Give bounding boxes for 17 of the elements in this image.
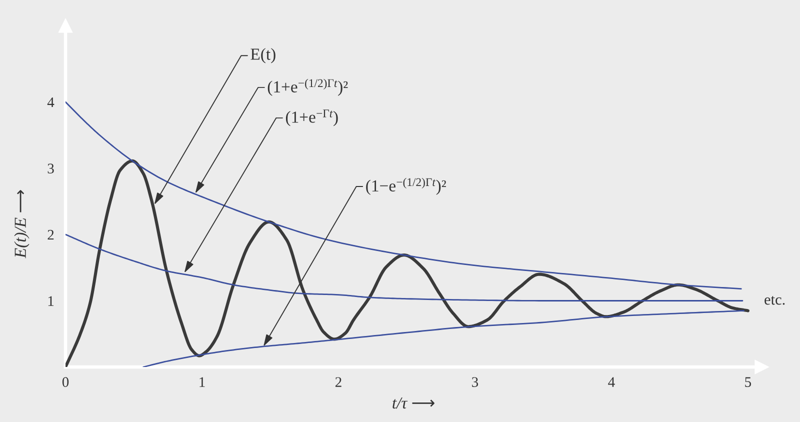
x-tick-label: 1	[200, 377, 205, 387]
x-tick-label: 0	[62, 377, 69, 387]
x-tick-label: 2	[335, 377, 342, 387]
y-tick-label: 2	[48, 230, 54, 240]
y-tick-label: 3	[48, 164, 54, 174]
text: etc.	[764, 296, 785, 305]
x-tick-label: 5	[745, 377, 752, 387]
y-tick-label: 1	[48, 296, 54, 306]
x-axis-title: t/τ ⟶	[392, 397, 434, 409]
y-tick-label: 4	[47, 97, 54, 108]
x-tick-label: 3	[472, 377, 478, 387]
annotation: E(t)	[250, 48, 276, 64]
x-tick-label: 4	[608, 377, 615, 387]
annotation: (1+e$^{−Γt}$)	[286, 110, 338, 126]
y-axis-title: E(t)/E ⟶	[14, 190, 30, 258]
annotation: (1+e$^{−(1/2)Γt}$)²	[268, 78, 348, 96]
annotation: (1−e$^{−(1/2)Γt}$)²	[366, 178, 446, 195]
